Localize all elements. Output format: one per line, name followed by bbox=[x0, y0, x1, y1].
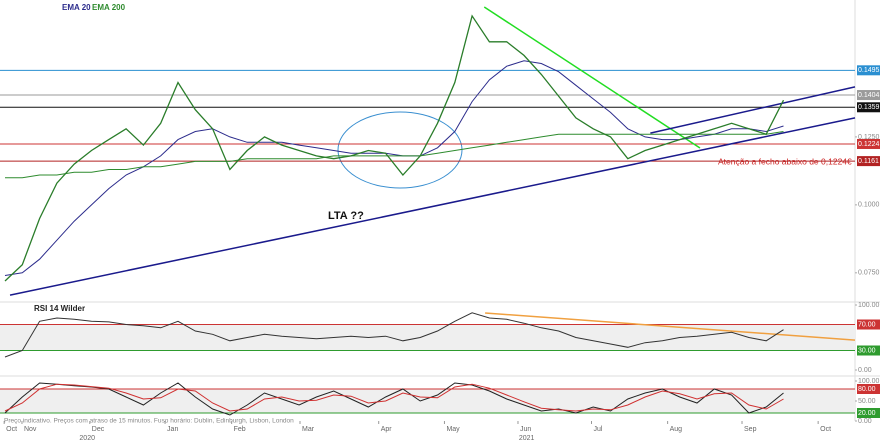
level-label-box bbox=[857, 90, 880, 101]
x-tick-label: Oct bbox=[6, 426, 17, 433]
series-line bbox=[4, 312, 784, 358]
x-tick-label: May bbox=[446, 426, 460, 433]
x-tick-label: Jan bbox=[167, 426, 178, 433]
level-label-box bbox=[857, 408, 880, 418]
y-tick-label: 0.00 bbox=[858, 418, 872, 425]
legend-entry: EMA 200 bbox=[92, 3, 126, 12]
y-tick-label: 0.1404 bbox=[858, 92, 880, 99]
series-line bbox=[5, 131, 784, 179]
y-tick-label: 80.00 bbox=[858, 386, 876, 393]
band bbox=[0, 324, 855, 351]
year-label: 2020 bbox=[79, 435, 95, 442]
y-tick-label: 0.1000 bbox=[858, 202, 880, 209]
x-tick-label: Aug bbox=[670, 426, 683, 433]
highlight-ellipse bbox=[337, 111, 463, 189]
series-line bbox=[4, 60, 784, 276]
level-label-box bbox=[857, 384, 880, 394]
x-tick-label: Jun bbox=[520, 426, 531, 433]
series-line bbox=[4, 383, 784, 412]
footnote: Preço indicativo. Preços com atraso de 1… bbox=[4, 418, 294, 425]
band bbox=[0, 389, 855, 413]
x-tick-label: Sep bbox=[744, 426, 757, 433]
series-line bbox=[4, 382, 784, 416]
legend-entry: EMA 20 bbox=[62, 3, 91, 12]
level-label-box bbox=[857, 319, 880, 330]
x-tick-label: Apr bbox=[381, 426, 393, 433]
y-tick-label: 30.00 bbox=[858, 347, 876, 354]
y-tick-label: 20.00 bbox=[858, 410, 876, 417]
x-tick-label: Dec bbox=[92, 426, 105, 433]
y-tick-label: 0.00 bbox=[858, 367, 872, 374]
y-tick-label: 0.0750 bbox=[858, 270, 880, 277]
x-tick-label: Oct bbox=[820, 426, 831, 433]
annotation: LTA ?? bbox=[328, 210, 364, 222]
level-label-box bbox=[857, 102, 880, 113]
panel-title: RSI 14 Wilder bbox=[34, 304, 85, 313]
y-tick-label: 50.00 bbox=[858, 398, 876, 405]
level-label-box bbox=[857, 138, 880, 149]
trendline bbox=[485, 312, 856, 341]
y-tick-label: 0.1224 bbox=[858, 141, 880, 148]
trendline bbox=[9, 117, 856, 296]
level-label-box bbox=[857, 65, 880, 76]
y-tick-label: 100.00 bbox=[858, 302, 880, 309]
x-tick-label: Mar bbox=[302, 426, 315, 433]
year-label: 2021 bbox=[519, 435, 535, 442]
y-tick-label: 0.1359 bbox=[858, 104, 880, 111]
level-label-box bbox=[857, 156, 880, 167]
y-tick-label: 100.00 bbox=[858, 378, 880, 385]
x-tick-label: Nov bbox=[24, 426, 37, 433]
price-line bbox=[4, 14, 785, 282]
y-tick-label: 0.1495 bbox=[858, 67, 880, 74]
trendline bbox=[650, 86, 856, 134]
x-tick-label: Jul bbox=[594, 426, 603, 433]
x-tick-label: Feb bbox=[234, 426, 246, 433]
level-label-box bbox=[857, 345, 880, 356]
y-tick-label: 0.1161 bbox=[858, 158, 879, 165]
y-tick-label: 0.1250 bbox=[858, 134, 880, 141]
trendline bbox=[483, 6, 701, 149]
y-tick-label: 70.00 bbox=[858, 321, 876, 328]
